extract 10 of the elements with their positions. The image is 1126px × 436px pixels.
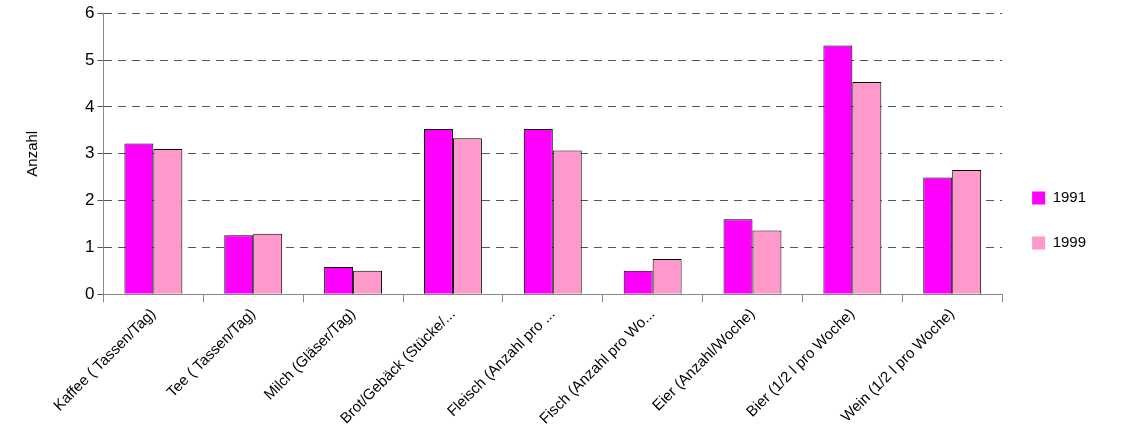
legend-label: 1999 xyxy=(1052,233,1087,251)
y-tick-label: 3 xyxy=(84,143,95,163)
legend-label: 1991 xyxy=(1052,188,1087,206)
y-tick-label: 1 xyxy=(84,237,95,257)
y-axis-title: Anzahl xyxy=(23,130,41,177)
y-tick-label: 0 xyxy=(84,283,95,303)
y-tick-label: 2 xyxy=(84,190,95,210)
y-tick-label: 4 xyxy=(84,96,95,116)
y-tick-label: 5 xyxy=(84,49,95,69)
y-tick-label: 6 xyxy=(84,2,95,22)
